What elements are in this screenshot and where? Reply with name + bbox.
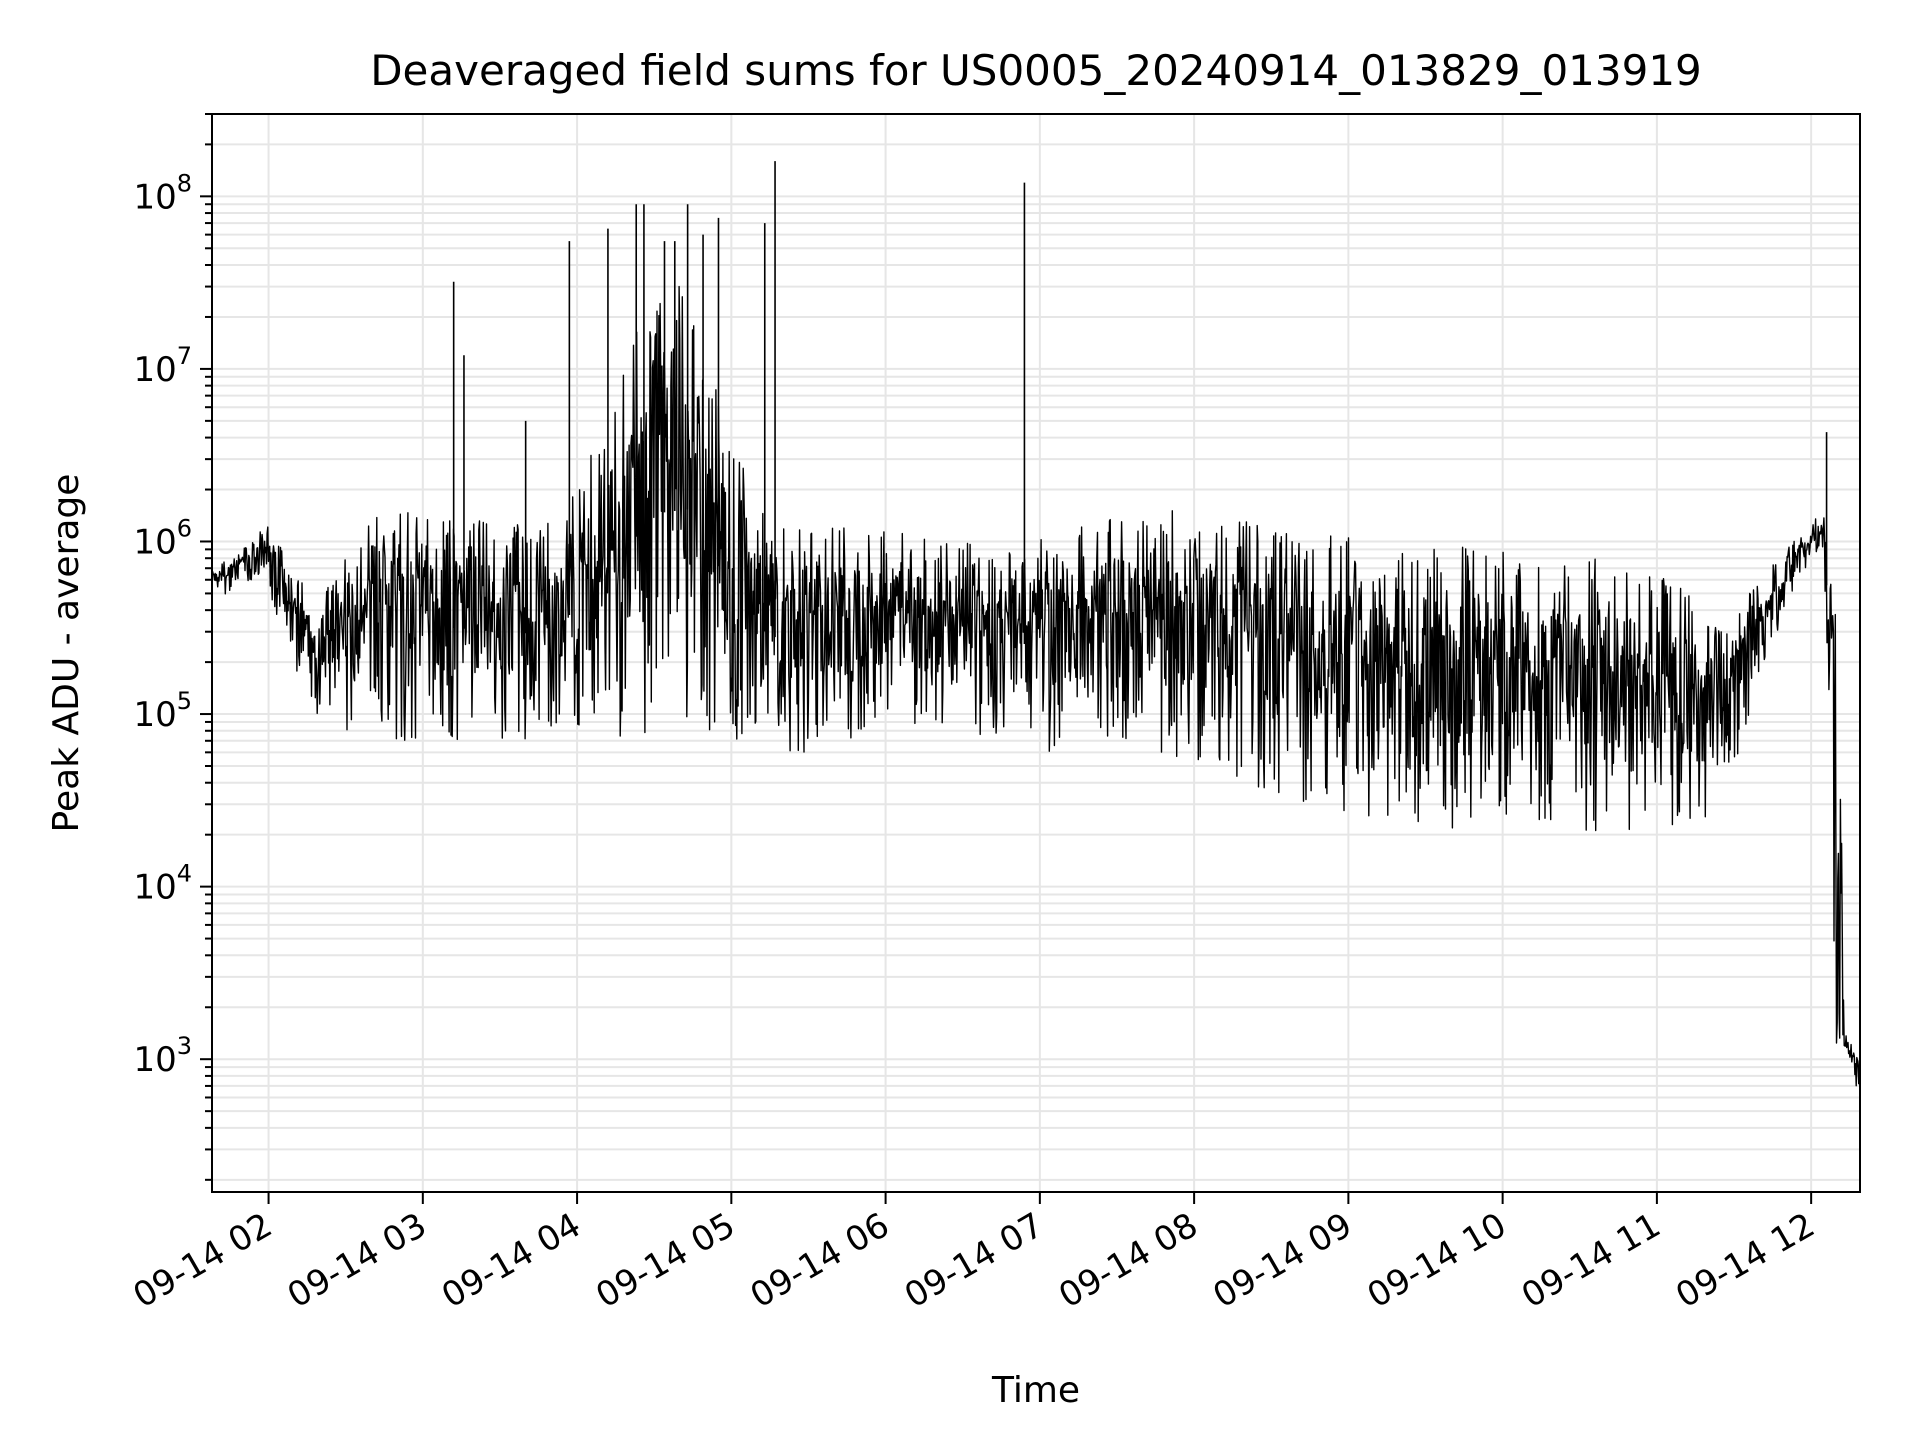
plot-frame <box>211 113 1861 1193</box>
data-series <box>211 161 1861 1087</box>
grid <box>212 113 1860 1192</box>
y-tick-label: 106 <box>133 514 192 562</box>
y-axis-label: Peak ADU - average <box>46 474 87 833</box>
y-tick-label: 104 <box>133 860 192 908</box>
chart-title: Deaveraged field sums for US0005_2024091… <box>370 46 1702 95</box>
x-axis-label: Time <box>991 1370 1080 1411</box>
series-line <box>211 285 1861 1087</box>
